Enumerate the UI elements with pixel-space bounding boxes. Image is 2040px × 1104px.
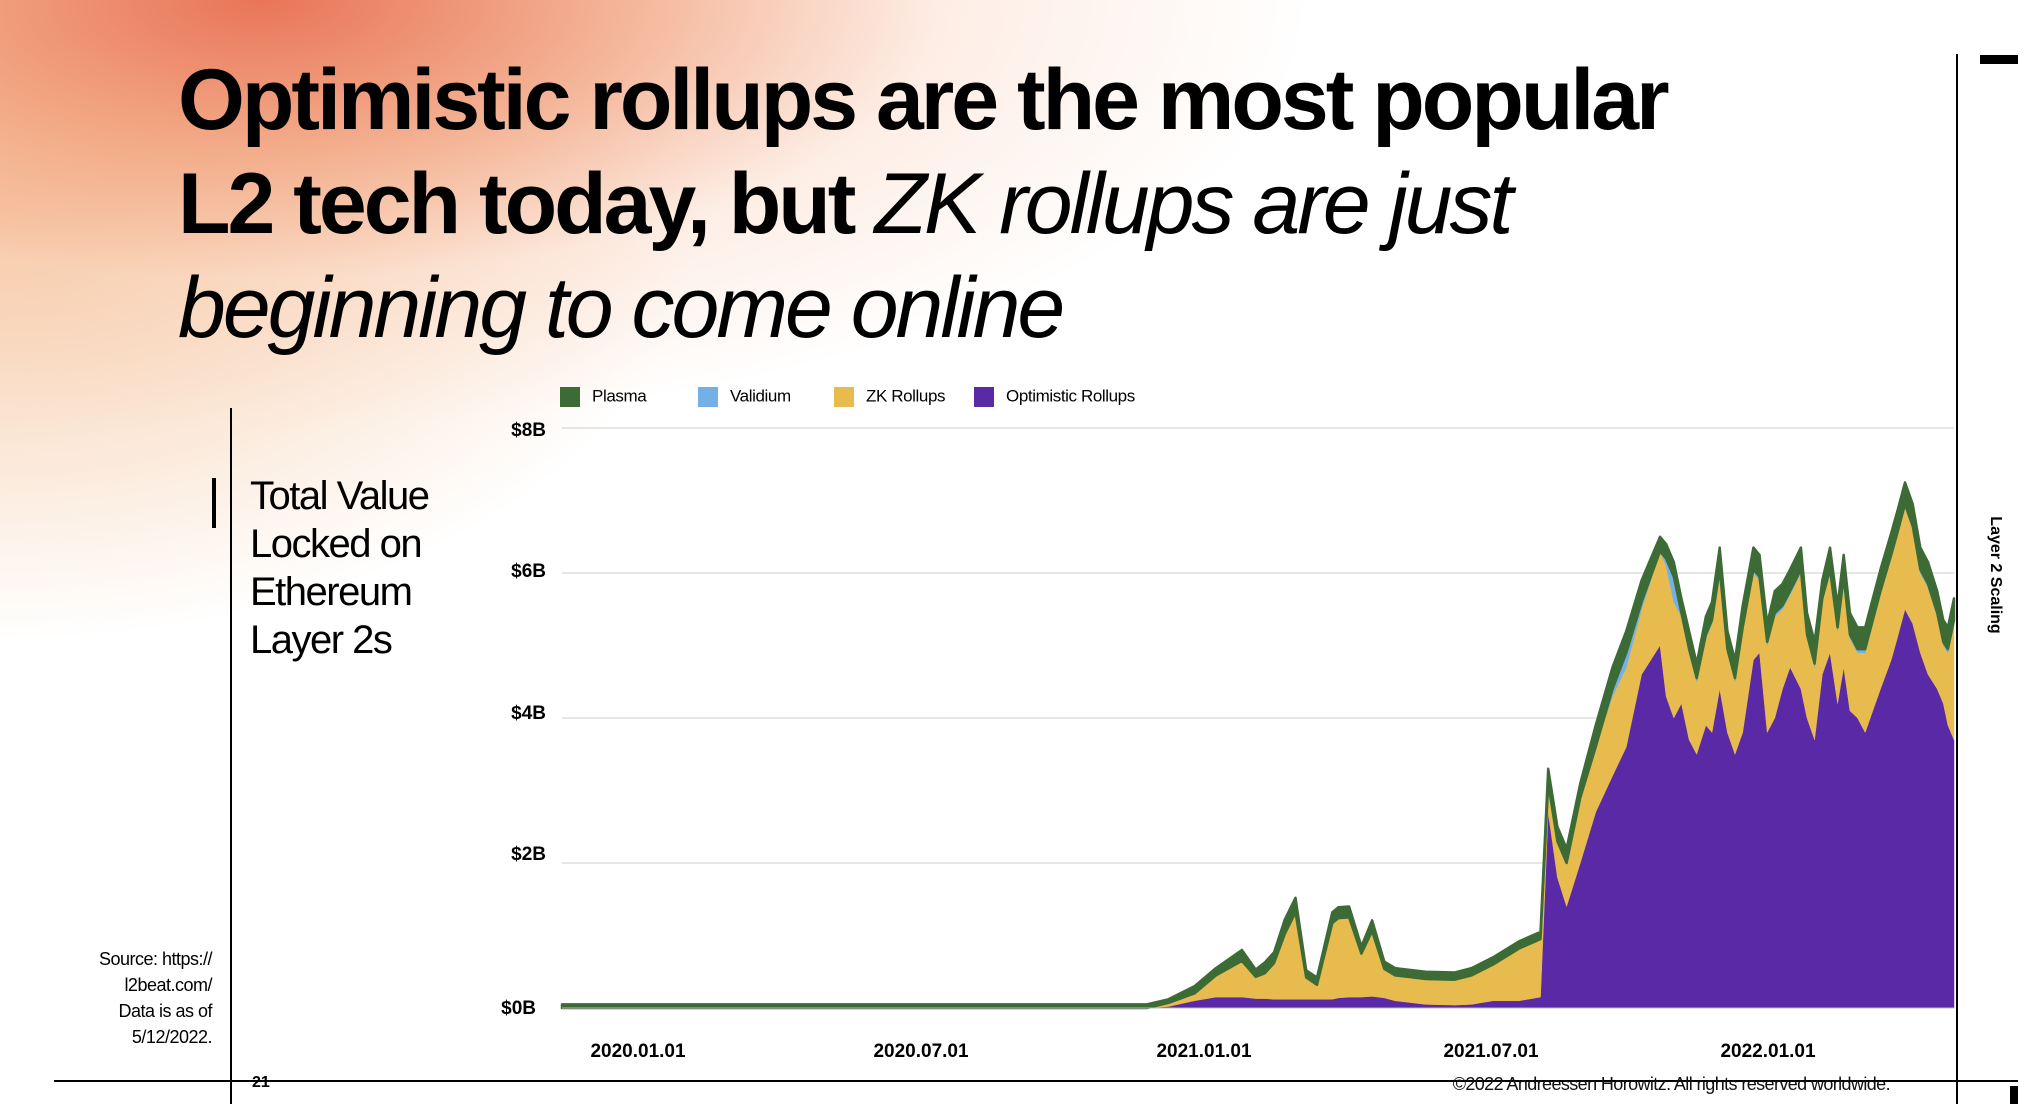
y-tick-label: $0B [501,998,536,1019]
legend-swatch-optimistic-rollups [974,386,994,407]
footer-rule [54,1080,2018,1082]
y-tick-label: $8B [511,420,546,441]
side-title-line: Locked on [250,522,423,566]
source-line: l2beat.com/ [124,975,212,995]
source-line: Source: https:// [98,949,213,969]
side-title-marker [212,478,216,528]
legend-item-plasma: Plasma [560,386,647,407]
source-note: Source: https:// l2beat.com/ Data is as … [40,946,213,1050]
legend-swatch-validium [698,386,718,407]
legend-swatch-zk-rollups [834,386,854,407]
legend-swatch-plasma [560,386,580,407]
y-tick-label: $2B [511,844,546,865]
legend-label-optimistic-rollups: Optimistic Rollups [1006,386,1135,406]
top-right-marker [1980,55,2018,64]
page-number: 21 [252,1074,270,1091]
side-title-line: Total Value [250,474,430,518]
x-tick-label: 2021.01.01 [1156,1041,1252,1062]
right-divider-line [1956,54,1958,1104]
bottom-right-marker [2010,1086,2018,1104]
side-title-line: Ethereum [250,570,413,614]
area-series-plasma [560,481,1956,1010]
legend-item-zk-rollups: ZK Rollups [834,386,946,407]
y-tick-label: $4B [511,703,546,724]
x-tick-label: 2020.01.01 [590,1041,686,1062]
x-tick-label: 2021.07.01 [1443,1041,1539,1062]
title-bold-part: Optimistic rollups are the most popular … [178,52,1670,252]
legend-item-validium: Validium [698,386,791,407]
y-tick-label: $6B [511,561,546,582]
legend-item-optimistic-rollups: Optimistic Rollups [974,386,1135,407]
chart-side-title: Total Value Locked on Ethereum Layer 2s [250,472,490,664]
copyright-notice: ©2022 Andreessen Horowitz. All rights re… [1452,1074,1891,1094]
title-italic-part: ZK rollups are just beginning to come on… [178,156,1513,356]
x-tick-label: 2020.07.01 [873,1041,969,1062]
legend-label-plasma: Plasma [592,386,647,406]
source-line: 5/12/2022. [131,1027,213,1047]
slide-title: Optimistic rollups are the most popular … [178,48,1778,360]
x-tick-label: 2022.01.01 [1720,1041,1816,1062]
source-line: Data is as of [118,1001,212,1021]
side-title-line: Layer 2s [250,618,393,662]
legend-label-validium: Validium [730,386,791,406]
legend-label-zk-rollups: ZK Rollups [866,386,946,406]
left-divider-line [230,408,232,1104]
